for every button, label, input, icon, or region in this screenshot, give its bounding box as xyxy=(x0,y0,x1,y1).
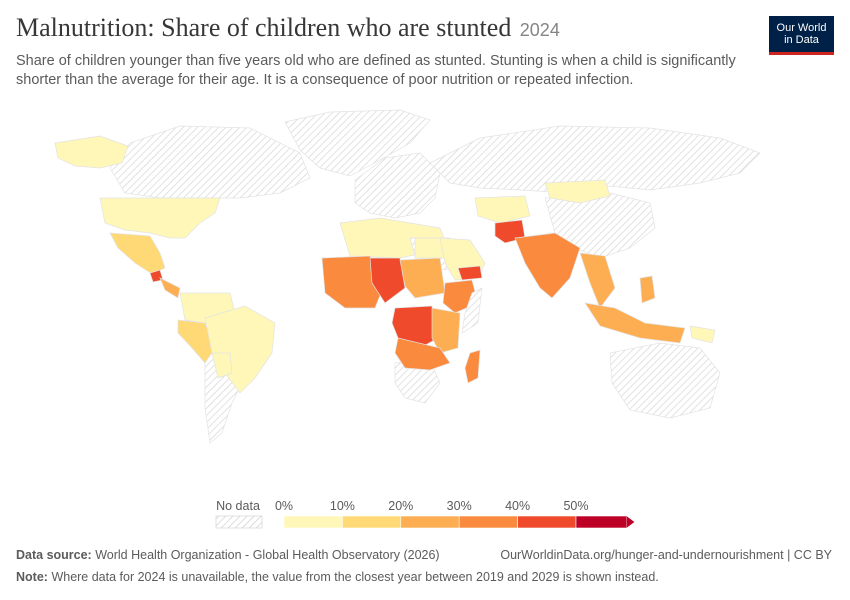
legend-no-data-swatch xyxy=(215,515,263,529)
region-south-central-africa xyxy=(394,337,451,371)
logo-line-2: in Data xyxy=(784,34,819,46)
region-greenland xyxy=(284,109,431,177)
region-madagascar xyxy=(464,349,481,384)
legend-bin-0 xyxy=(283,515,343,529)
legend-bin-1 xyxy=(342,515,402,529)
legend-bins xyxy=(283,515,635,529)
region-se-asia xyxy=(579,252,616,309)
region-russia xyxy=(429,125,761,194)
legend-no-data-label: No data xyxy=(216,499,260,513)
region-somalia xyxy=(461,287,483,334)
region-canada xyxy=(109,125,311,199)
region-central-america xyxy=(159,277,181,299)
region-alaska xyxy=(54,135,129,169)
world-map[interactable] xyxy=(0,98,850,493)
region-afghanistan xyxy=(494,219,526,244)
legend-tick-label: 10% xyxy=(330,499,355,513)
legend-tick-label: 0% xyxy=(275,499,293,513)
region-east-africa xyxy=(431,307,461,354)
legend-tick-label: 20% xyxy=(388,499,413,513)
region-andes xyxy=(177,319,216,364)
legend-bin-3 xyxy=(458,515,518,529)
owid-logo[interactable]: Our World in Data xyxy=(769,16,834,55)
region-australia xyxy=(609,342,721,419)
footer-source-label: Data source: xyxy=(16,548,92,562)
region-philippines xyxy=(639,275,656,304)
legend-ticks: 0% 10% 20% 30% 40% 50% xyxy=(275,499,589,513)
region-sudan xyxy=(399,257,446,299)
region-usa xyxy=(99,197,221,239)
legend-tick-label: 30% xyxy=(447,499,472,513)
legend-arrow xyxy=(626,516,635,528)
chart-title-row: Malnutrition: Share of children who are … xyxy=(16,13,750,43)
logo-line-1: Our World xyxy=(776,22,827,34)
chart-subtitle: Share of children younger than five year… xyxy=(16,53,736,88)
region-mongolia xyxy=(544,179,611,204)
footer-note-label: Note: xyxy=(16,570,48,584)
legend-bin-5 xyxy=(575,515,627,529)
legend-tick-label: 40% xyxy=(505,499,530,513)
footer-url[interactable]: OurWorldinData.org/hunger-and-undernouri… xyxy=(500,548,832,562)
legend-tick-label: 50% xyxy=(563,499,588,513)
footer-source-text: World Health Organization - Global Healt… xyxy=(95,548,440,562)
footer-source: Data source: World Health Organization -… xyxy=(16,548,440,562)
region-mexico xyxy=(109,232,166,275)
footer-note: Note: Where data for 2024 is unavailable… xyxy=(16,570,659,584)
region-png xyxy=(689,325,716,344)
region-central-asia xyxy=(474,195,531,224)
region-yemen xyxy=(457,265,483,281)
chart-year: 2024 xyxy=(519,20,560,40)
legend: No data 0% 10% 20% 30% 40% 50% xyxy=(215,499,635,529)
region-west-africa xyxy=(321,255,386,309)
region-indonesia xyxy=(584,302,686,344)
legend-bin-2 xyxy=(400,515,460,529)
region-india xyxy=(514,232,581,299)
region-sahel-high xyxy=(369,257,406,304)
chart-title: Malnutrition: Share of children who are … xyxy=(16,13,512,42)
legend-bin-4 xyxy=(517,515,577,529)
region-paraguay xyxy=(211,352,233,379)
region-europe xyxy=(354,152,441,219)
footer-note-text: Where data for 2024 is unavailable, the … xyxy=(51,570,659,584)
